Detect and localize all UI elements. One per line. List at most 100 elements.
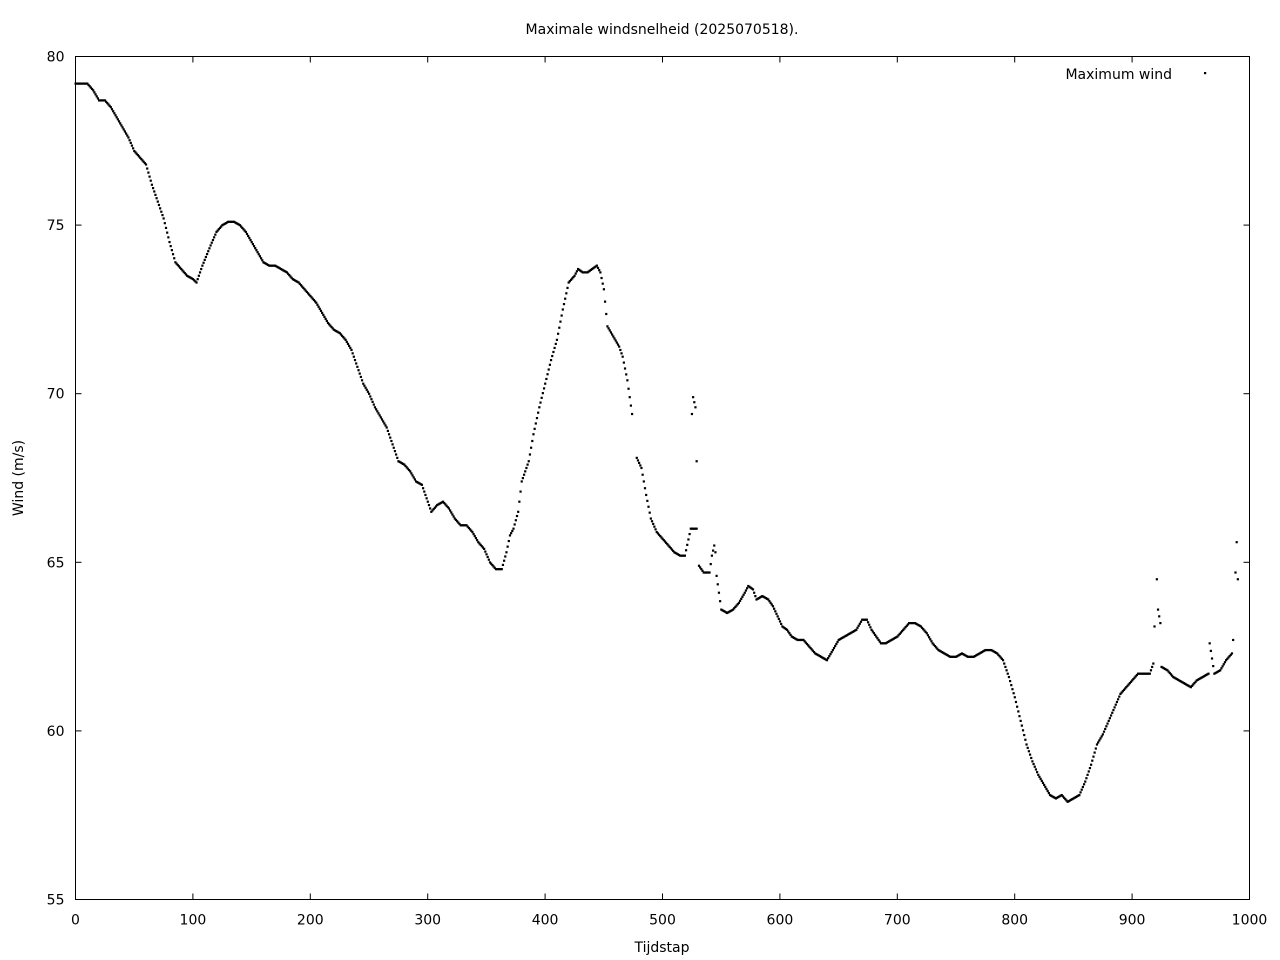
data-point: [351, 352, 354, 355]
data-point: [686, 543, 689, 546]
data-point: [733, 607, 736, 610]
data-point: [370, 398, 373, 401]
data-point: [1013, 696, 1016, 699]
data-point: [447, 507, 451, 510]
data-point: [877, 638, 880, 642]
data-point: [359, 375, 362, 379]
data-point: [90, 87, 94, 91]
data-point: [1182, 682, 1185, 685]
data-point: [324, 317, 327, 321]
data-point: [892, 637, 895, 640]
data-point: [339, 333, 343, 336]
data-point: [552, 350, 555, 354]
data-point: [1066, 800, 1069, 803]
data-point: [761, 595, 764, 598]
data-point: [627, 387, 630, 390]
data-point: [965, 655, 968, 658]
data-point: [816, 653, 819, 656]
data-point: [1168, 671, 1171, 675]
data-point: [815, 653, 818, 656]
data-point: [311, 297, 314, 300]
data-point: [450, 511, 453, 514]
data-point: [1007, 675, 1011, 679]
data-point: [720, 608, 723, 611]
data-point: [648, 511, 651, 514]
data-point: [1079, 791, 1082, 794]
data-point: [1087, 770, 1090, 773]
data-point: [674, 551, 677, 555]
data-point: [343, 337, 346, 340]
data-point: [431, 509, 434, 512]
data-point: [987, 648, 991, 652]
data-point: [357, 369, 360, 372]
data-point: [897, 634, 900, 637]
data-point: [873, 633, 877, 636]
data-point: [866, 621, 870, 624]
data-point: [640, 466, 643, 470]
data-point: [1061, 795, 1065, 798]
data-point: [229, 220, 232, 223]
data-point: [990, 648, 993, 652]
data-point: [724, 611, 728, 614]
data-point: [741, 595, 744, 598]
data-point: [500, 568, 503, 571]
data-point: [438, 502, 441, 505]
data-point: [789, 633, 792, 636]
data-point: [707, 571, 710, 574]
data-point: [132, 147, 135, 150]
data-point: [794, 637, 797, 640]
data-point: [593, 266, 596, 269]
data-point: [265, 263, 269, 266]
data-point: [1071, 798, 1074, 801]
data-point: [1174, 677, 1177, 680]
data-point: [1019, 719, 1022, 722]
data-point: [186, 274, 189, 277]
data-point: [715, 574, 718, 577]
data-point: [418, 482, 421, 485]
data-point: [378, 414, 381, 417]
data-point: [380, 418, 384, 421]
data-point: [240, 225, 243, 228]
data-point: [588, 269, 591, 272]
y-tick-label: 75: [47, 218, 65, 234]
data-point: [1236, 578, 1239, 581]
data-point: [303, 288, 306, 291]
data-point: [174, 261, 177, 264]
data-point: [645, 493, 648, 497]
data-point: [558, 326, 561, 329]
data-point: [227, 220, 230, 223]
data-point: [959, 653, 962, 656]
data-point: [906, 623, 910, 626]
data-point: [1070, 798, 1073, 801]
data-point: [1059, 794, 1062, 797]
data-point: [919, 625, 922, 628]
data-point: [1105, 725, 1108, 728]
data-point: [1050, 794, 1053, 797]
data-point: [559, 320, 562, 323]
data-point: [742, 593, 745, 596]
data-point: [791, 636, 795, 639]
data-point: [1003, 662, 1006, 665]
data-point: [1214, 671, 1217, 675]
data-point: [659, 535, 662, 538]
data-point: [319, 309, 323, 312]
data-point: [530, 446, 533, 449]
data-point: [457, 521, 460, 524]
data-point: [795, 638, 798, 641]
data-point: [1107, 719, 1110, 722]
data-point: [531, 439, 534, 443]
data-point: [107, 103, 110, 106]
data-point: [1117, 698, 1120, 701]
data-point: [846, 633, 850, 636]
data-point: [754, 595, 757, 598]
data-point: [1200, 676, 1203, 679]
data-point: [830, 651, 833, 654]
data-point: [271, 264, 274, 267]
data-point: [898, 632, 901, 635]
data-point: [268, 264, 271, 267]
data-point: [947, 655, 951, 658]
data-point: [1077, 794, 1080, 797]
data-point: [397, 460, 400, 463]
data-point: [933, 644, 937, 648]
data-point: [918, 624, 921, 627]
